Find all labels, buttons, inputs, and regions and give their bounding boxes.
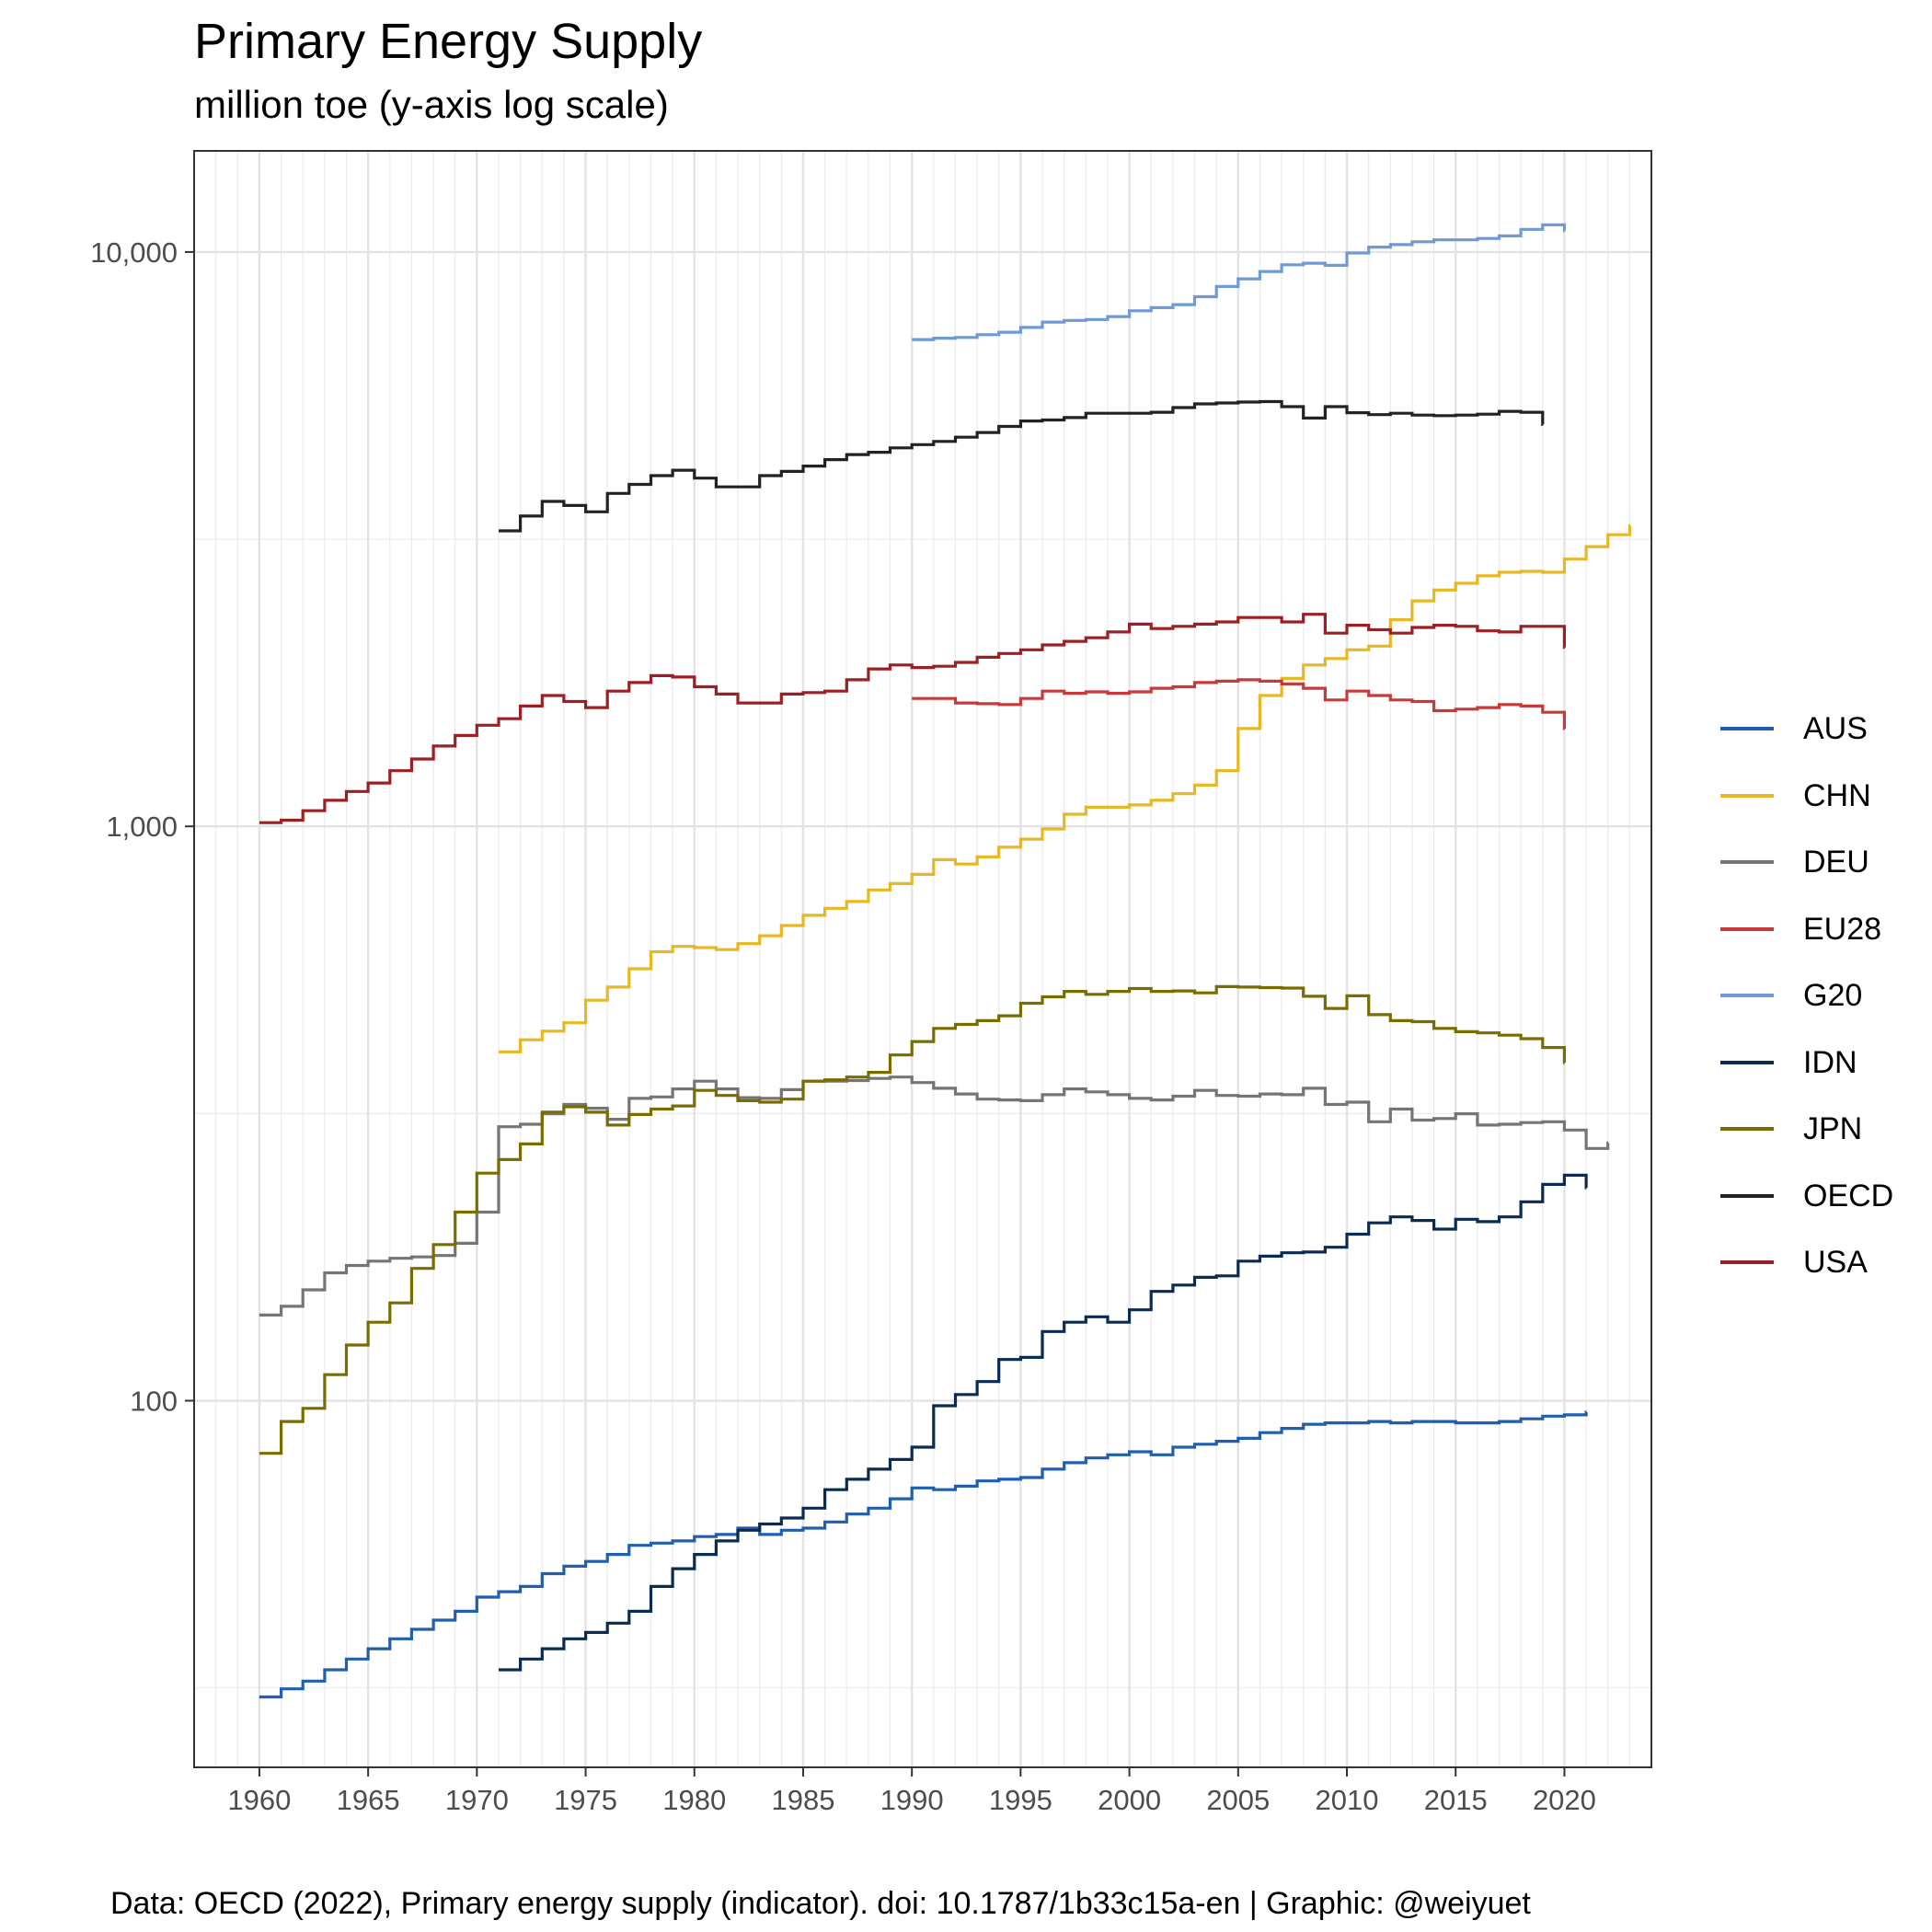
- series-line-aus: [259, 1410, 1588, 1699]
- y-tick-label: 1,000: [106, 811, 178, 843]
- legend-item-deu: DEU: [1720, 844, 1932, 880]
- grid: [193, 151, 1652, 1767]
- x-tick-label: 1960: [227, 1784, 291, 1816]
- x-tick-label: 1965: [337, 1784, 400, 1816]
- x-tick-label: 1975: [554, 1784, 617, 1816]
- legend-item-jpn: JPN: [1720, 1110, 1932, 1147]
- series-line-g20: [912, 223, 1566, 341]
- legend-key: [1720, 1060, 1774, 1064]
- legend-label: USA: [1803, 1245, 1868, 1280]
- series-line-chn: [499, 523, 1631, 1053]
- x-tick-label: 1980: [662, 1784, 726, 1816]
- series-line-idn: [499, 1173, 1588, 1672]
- legend-item-usa: USA: [1720, 1244, 1932, 1281]
- legend-label: EU28: [1803, 911, 1882, 947]
- x-tick-label: 2005: [1206, 1784, 1270, 1816]
- legend-key: [1720, 926, 1774, 931]
- legend-item-chn: CHN: [1720, 777, 1932, 814]
- axes: 1960 1965 1970 1975 1980 1985 1990 1995 2000 2005…: [90, 236, 1596, 1816]
- x-tick-label: 2020: [1533, 1784, 1596, 1816]
- series-line-jpn: [259, 984, 1566, 1455]
- chart-title: Primary Energy Supply: [194, 14, 703, 69]
- legend-key: [1720, 994, 1774, 997]
- y-tick-label: 10,000: [90, 236, 178, 269]
- series-line-oecd: [499, 399, 1545, 533]
- x-tick-label: 2015: [1424, 1784, 1488, 1816]
- legend-label: JPN: [1803, 1111, 1863, 1146]
- legend-item-oecd: OECD: [1720, 1178, 1932, 1214]
- x-tick-label: 2000: [1098, 1784, 1161, 1816]
- legend-label: IDN: [1803, 1044, 1857, 1080]
- caption: Data: OECD (2022), Primary energy supply…: [110, 1886, 1531, 1921]
- chart-subtitle: million toe (y-axis log scale): [194, 83, 669, 126]
- y-tick-label: 100: [130, 1386, 178, 1418]
- legend-label: DEU: [1803, 845, 1869, 880]
- legend-item-g20: G20: [1720, 977, 1932, 1014]
- legend-item-aus: AUS: [1720, 710, 1932, 747]
- x-tick-label: 1985: [771, 1784, 834, 1816]
- series-line-eu28: [912, 678, 1566, 730]
- x-tick-label: 1970: [445, 1784, 509, 1816]
- legend-item-idn: IDN: [1720, 1044, 1932, 1081]
- series-line-usa: [259, 613, 1566, 824]
- legend-key: [1720, 727, 1774, 730]
- series-line-deu: [259, 1075, 1610, 1317]
- legend-label: OECD: [1803, 1178, 1894, 1213]
- series-lines: [259, 223, 1631, 1699]
- legend-label: CHN: [1803, 777, 1871, 813]
- x-tick-label: 1990: [880, 1784, 944, 1816]
- legend-key: [1720, 1193, 1774, 1198]
- legend-key: [1720, 1260, 1774, 1264]
- x-tick-label: 2010: [1316, 1784, 1379, 1816]
- legend-label: G20: [1803, 978, 1863, 1013]
- x-tick-label: 1995: [989, 1784, 1052, 1816]
- legend-key: [1720, 1127, 1774, 1131]
- legend-label: AUS: [1803, 711, 1868, 746]
- legend-key: [1720, 860, 1774, 864]
- legend-key: [1720, 793, 1774, 798]
- panel-border: [193, 150, 1652, 1768]
- legend-item-eu28: EU28: [1720, 911, 1932, 948]
